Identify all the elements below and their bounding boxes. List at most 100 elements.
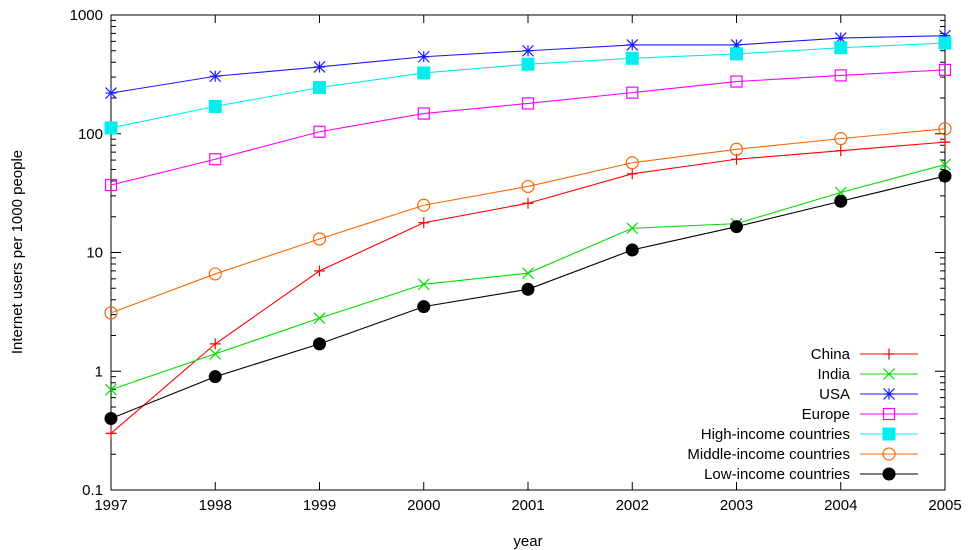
data-point-high-income-countries — [104, 121, 118, 135]
series-middle-income-countries — [104, 122, 952, 320]
x-tick-label: 2001 — [511, 497, 544, 514]
data-point-high-income-countries — [313, 81, 326, 95]
legend: China India USA Europe High-income countries… — [687, 346, 918, 483]
data-point-middle-income-countries — [834, 132, 848, 146]
data-point-india — [417, 278, 430, 291]
data-point-usa — [313, 61, 326, 73]
x-tick-label: 2005 — [928, 497, 961, 514]
legend-label: Low-income countries — [704, 466, 850, 483]
series-high-income-countries — [104, 36, 952, 135]
data-point-china — [939, 136, 951, 148]
data-point-high-income-countries — [938, 36, 952, 50]
y-tick-label: 1 — [95, 363, 103, 380]
data-point-middle-income-countries — [208, 267, 222, 281]
series-usa — [105, 29, 951, 100]
data-point-usa — [834, 32, 847, 44]
data-point-middle-income-countries — [625, 156, 639, 170]
data-point-china — [209, 338, 221, 350]
data-point-usa — [730, 38, 743, 51]
data-point-middle-income-countries — [521, 179, 535, 194]
x-tick-label: 2002 — [616, 497, 649, 514]
data-point-india — [626, 222, 639, 235]
data-point-europe — [521, 97, 535, 110]
legend-entry-usa: USA — [819, 386, 918, 403]
series-low-income-countries — [104, 169, 952, 426]
series-europe — [104, 63, 952, 192]
data-point-europe — [834, 69, 847, 82]
data-point-middle-income-countries — [312, 232, 327, 246]
data-point-europe — [938, 63, 952, 76]
data-point-india — [209, 347, 222, 360]
data-point-india — [939, 158, 951, 171]
data-point-china — [418, 217, 430, 229]
x-tick-label: 1999 — [303, 497, 336, 514]
data-point-low-income-countries — [208, 370, 222, 384]
x-axis: 1997 1998 1999 2000 2001 2002 2003 2004 2005 — [94, 15, 962, 514]
legend-label: India — [817, 366, 850, 383]
data-point-high-income-countries — [521, 57, 535, 71]
data-point-middle-income-countries — [729, 142, 744, 156]
x-tick-label: 1998 — [199, 497, 232, 514]
legend-entry-high-income-countries: High-income countries — [701, 426, 918, 443]
series-china — [105, 136, 951, 439]
x-tick-label: 2003 — [720, 497, 753, 514]
data-point-usa — [939, 29, 951, 42]
data-point-legend-usa — [883, 388, 895, 400]
data-point-china — [835, 145, 847, 157]
legend-label: Middle-income countries — [687, 446, 850, 463]
legend-entry-europe: Europe — [802, 406, 918, 423]
data-point-legend-europe — [882, 407, 896, 421]
data-point-europe — [104, 178, 118, 192]
data-point-china — [522, 197, 534, 209]
data-point-legend-middle-income-countries — [882, 447, 896, 461]
y-axis: 0.1 1 10 100 1000 — [70, 7, 945, 499]
y-tick-label: 100 — [78, 126, 103, 143]
legend-entry-india: India — [817, 366, 918, 383]
data-point-china — [314, 265, 325, 277]
legend-label: USA — [819, 386, 850, 403]
data-point-legend-low-income-countries — [882, 467, 896, 481]
data-point-low-income-countries — [730, 220, 743, 234]
data-point-middle-income-countries — [417, 198, 431, 212]
data-point-low-income-countries — [521, 282, 535, 296]
data-point-low-income-countries — [104, 412, 118, 426]
legend-entry-china: China — [811, 346, 918, 363]
data-point-middle-income-countries — [938, 122, 952, 136]
legend-label: High-income countries — [701, 426, 850, 443]
data-point-usa — [626, 38, 639, 51]
data-point-legend-india — [883, 368, 895, 380]
x-tick-label: 1997 — [94, 497, 127, 514]
y-axis-title: Internet users per 1000 people — [9, 150, 26, 354]
data-point-usa — [209, 70, 222, 83]
data-point-middle-income-countries — [104, 306, 118, 320]
data-point-high-income-countries — [834, 41, 848, 55]
data-point-europe — [313, 125, 326, 138]
data-point-low-income-countries — [417, 300, 431, 314]
x-axis-title: year — [513, 533, 542, 550]
x-tick-label: 2004 — [824, 497, 857, 514]
legend-entry-middle-income-countries: Middle-income countries — [687, 446, 918, 463]
y-tick-label: 10 — [86, 245, 103, 262]
data-point-china — [626, 168, 638, 180]
data-point-low-income-countries — [313, 337, 326, 351]
series-layer — [104, 29, 952, 439]
data-point-india — [522, 267, 534, 280]
data-point-high-income-countries — [730, 47, 743, 61]
data-point-high-income-countries — [625, 51, 639, 65]
data-point-low-income-countries — [834, 194, 848, 208]
data-point-usa — [522, 44, 534, 57]
data-point-india — [313, 312, 326, 325]
series-line-middle-income-countries — [110, 128, 946, 314]
data-point-europe — [209, 153, 222, 166]
data-point-low-income-countries — [625, 243, 639, 257]
data-point-high-income-countries — [417, 66, 431, 80]
legend-entry-low-income-countries: Low-income countries — [704, 466, 918, 483]
legend-label: Europe — [802, 406, 850, 423]
data-point-europe — [417, 107, 430, 120]
y-tick-label: 1000 — [70, 7, 103, 24]
data-point-low-income-countries — [938, 169, 952, 183]
data-point-china — [105, 427, 117, 439]
data-point-india — [105, 383, 117, 396]
